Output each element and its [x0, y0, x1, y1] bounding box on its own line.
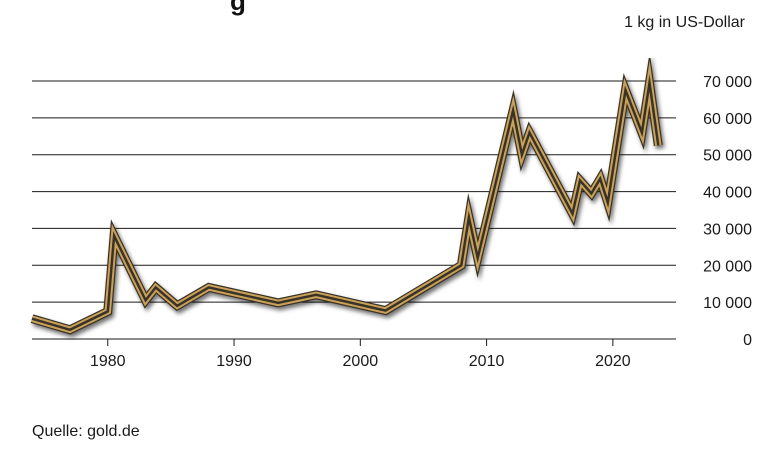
x-tick-label: 2010	[469, 353, 505, 370]
series-line-shadow	[30, 51, 663, 335]
y-tick-label: 50 000	[703, 148, 752, 165]
y-tick-label: 10 000	[703, 295, 752, 312]
y-axis-unit-label: 1 kg in US-Dollar	[624, 14, 745, 31]
source-note: Quelle: gold.de	[32, 423, 140, 440]
series-line-core	[31, 74, 660, 332]
x-tick-label: 1980	[90, 353, 126, 370]
y-tick-label: 70 000	[703, 74, 752, 91]
x-tick-label: 1990	[216, 353, 252, 370]
y-axis-ticks: 0 10 000 20 000 30 000 40 000 50 000 60 000 70 …	[703, 74, 752, 349]
y-tick-label: 60 000	[703, 111, 752, 128]
gridlines	[32, 80, 676, 340]
y-tick-label: 0	[743, 332, 752, 349]
x-axis-ticks: 1980 1990 2000 2010 2020	[90, 339, 631, 370]
chart-title-fragment: g	[230, 0, 246, 16]
gold-price-series	[30, 51, 663, 335]
y-tick-label: 40 000	[703, 185, 752, 202]
x-tick-label: 2000	[343, 353, 379, 370]
x-tick-label: 2020	[595, 353, 631, 370]
y-tick-label: 20 000	[703, 258, 752, 275]
y-tick-label: 30 000	[703, 221, 752, 238]
